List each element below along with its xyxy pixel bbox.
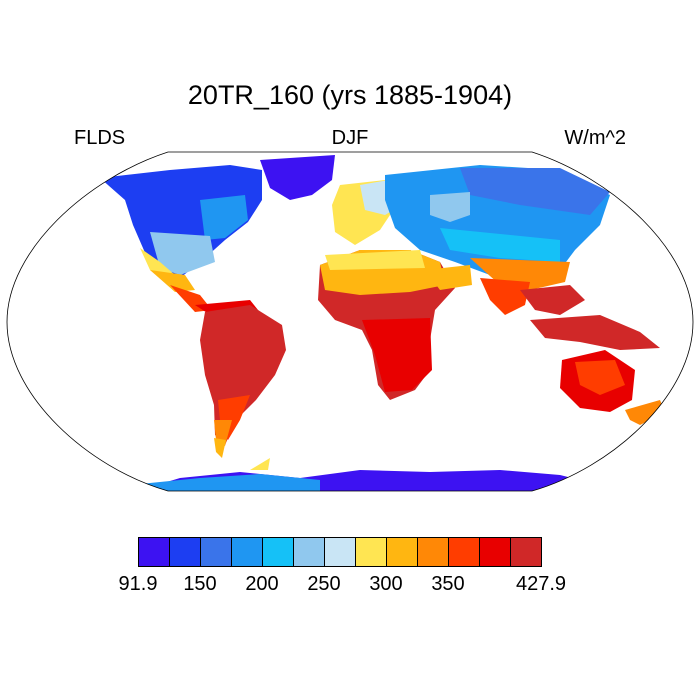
- north-america: [100, 155, 335, 318]
- asia: [385, 165, 610, 315]
- colorbar: [138, 537, 542, 567]
- colorbar-cell: [231, 537, 263, 567]
- colorbar-cell: [138, 537, 170, 567]
- africa: [318, 250, 455, 400]
- colorbar-tick-label: 427.9: [515, 573, 567, 595]
- colorbar-cell: [417, 537, 449, 567]
- colorbar-cell: [200, 537, 232, 567]
- colorbar-tick-label: 200: [245, 573, 279, 595]
- maritime-asia: [530, 315, 660, 350]
- south-america: [200, 305, 286, 458]
- colorbar-tick-label: 350: [431, 573, 465, 595]
- variable-label: FLDS: [74, 127, 126, 149]
- colorbar-tick-label: 300: [369, 573, 403, 595]
- units-label: W/m^2: [564, 127, 626, 149]
- colorbar-cell: [293, 537, 325, 567]
- australia: [560, 350, 665, 425]
- colorbar-tick-label: 250: [307, 573, 341, 595]
- colorbar-tick-label: 150: [183, 573, 217, 595]
- map-title: 20TR_160 (yrs 1885-1904): [187, 80, 513, 110]
- colorbar-tick-label: 91.9: [118, 573, 158, 595]
- colorbar-cell: [479, 537, 511, 567]
- colorbar-cell: [386, 537, 418, 567]
- antarctica: [140, 458, 600, 491]
- colorbar-cell: [355, 537, 387, 567]
- season-label: DJF: [331, 127, 369, 149]
- colorbar-cell: [324, 537, 356, 567]
- colorbar-cell: [262, 537, 294, 567]
- colorbar-cell: [448, 537, 480, 567]
- map-outline: [6, 151, 694, 492]
- colorbar-ticks: 91.9 150 200 250 300 350 427.9: [0, 573, 700, 599]
- colorbar-cell: [169, 537, 201, 567]
- colorbar-cell: [510, 537, 542, 567]
